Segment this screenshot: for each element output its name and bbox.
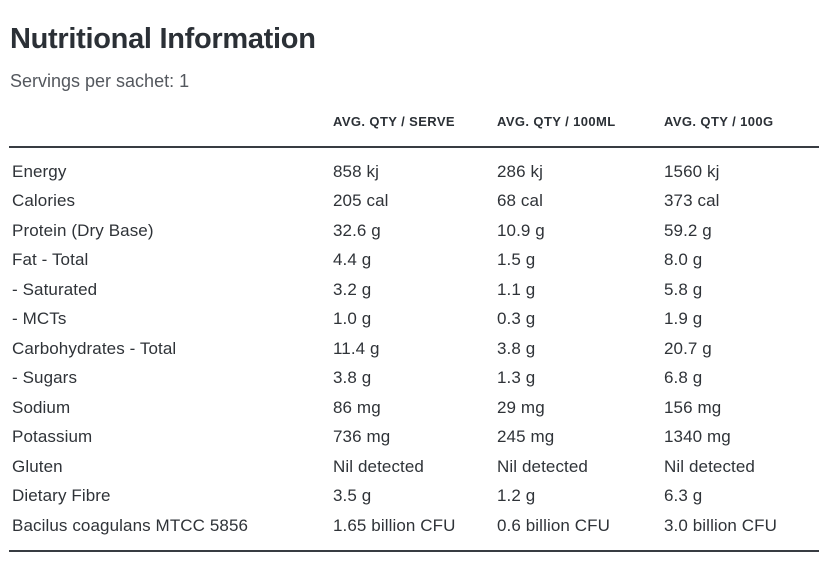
value-per-100ml: 1.3 g xyxy=(497,368,536,388)
table-row: Calories 205 cal 68 cal 373 cal xyxy=(9,187,819,217)
value-per-100g: 59.2 g xyxy=(664,220,712,240)
table-row: - Saturated 3.2 g 1.1 g 5.8 g xyxy=(9,275,819,305)
value-per-serve: 1.65 billion CFU xyxy=(333,515,456,535)
value-per-serve: 3.5 g xyxy=(333,486,372,506)
value-per-serve: Nil detected xyxy=(333,456,424,476)
value-per-100ml: 3.8 g xyxy=(497,338,536,358)
value-per-100ml: 68 cal xyxy=(497,191,543,211)
nutrient-label: Dietary Fibre xyxy=(12,486,111,506)
value-per-serve: 3.8 g xyxy=(333,368,372,388)
value-per-100ml: 286 kj xyxy=(497,161,543,181)
table-header-row: AVG. QTY / SERVE AVG. QTY / 100ML AVG. Q… xyxy=(9,114,819,148)
value-per-100ml: 10.9 g xyxy=(497,220,545,240)
value-per-serve: 858 kj xyxy=(333,161,379,181)
table-row: Gluten Nil detected Nil detected Nil detect… xyxy=(9,452,819,482)
table-row: - Sugars 3.8 g 1.3 g 6.8 g xyxy=(9,364,819,394)
value-per-100g: 156 mg xyxy=(664,397,722,417)
value-per-100ml: Nil detected xyxy=(497,456,588,476)
nutrient-label: Energy xyxy=(12,161,67,181)
column-header-100g: AVG. QTY / 100G xyxy=(664,114,819,148)
value-per-100ml: 1.1 g xyxy=(497,279,536,299)
nutrient-label: Protein (Dry Base) xyxy=(12,220,154,240)
value-per-100ml: 0.6 billion CFU xyxy=(497,515,610,535)
table-row: - MCTs 1.0 g 0.3 g 1.9 g xyxy=(9,305,819,335)
nutrient-label: - Sugars xyxy=(12,368,78,388)
table-row: Protein (Dry Base) 32.6 g 10.9 g 59.2 g xyxy=(9,216,819,246)
column-header-serve: AVG. QTY / SERVE xyxy=(333,114,497,148)
value-per-serve: 205 cal xyxy=(333,191,389,211)
nutrient-label: Sodium xyxy=(12,397,71,417)
column-header-100ml: AVG. QTY / 100ML xyxy=(497,114,664,148)
value-per-100g: Nil detected xyxy=(664,456,755,476)
value-per-100g: 6.8 g xyxy=(664,368,703,388)
table-row: Fat - Total 4.4 g 1.5 g 8.0 g xyxy=(9,246,819,276)
value-per-serve: 86 mg xyxy=(333,397,381,417)
nutrient-label: Gluten xyxy=(12,456,63,476)
table-body: Energy 858 kj 286 kj 1560 kj Calories 205 cal… xyxy=(9,147,819,551)
value-per-100g: 8.0 g xyxy=(664,250,703,270)
value-per-100g: 373 cal xyxy=(664,191,720,211)
value-per-serve: 1.0 g xyxy=(333,309,372,329)
table-row: Sodium 86 mg 29 mg 156 mg xyxy=(9,393,819,423)
nutrient-label: Potassium xyxy=(12,427,93,447)
nutrient-label: Calories xyxy=(12,191,76,211)
table-row: Bacilus coagulans MTCC 5856 1.65 billion … xyxy=(9,511,819,551)
value-per-100g: 6.3 g xyxy=(664,486,703,506)
table-header: AVG. QTY / SERVE AVG. QTY / 100ML AVG. Q… xyxy=(9,114,819,148)
nutrition-table: AVG. QTY / SERVE AVG. QTY / 100ML AVG. Q… xyxy=(9,114,819,552)
nutrient-label: - MCTs xyxy=(12,309,67,329)
value-per-100g: 3.0 billion CFU xyxy=(664,515,777,535)
value-per-100g: 1560 kj xyxy=(664,161,720,181)
value-per-serve: 736 mg xyxy=(333,427,391,447)
column-header-blank xyxy=(9,114,333,148)
value-per-100ml: 0.3 g xyxy=(497,309,536,329)
nutrient-label: Carbohydrates - Total xyxy=(12,338,177,358)
nutrient-label: Fat - Total xyxy=(12,250,89,270)
value-per-serve: 3.2 g xyxy=(333,279,372,299)
value-per-100g: 20.7 g xyxy=(664,338,712,358)
value-per-serve: 4.4 g xyxy=(333,250,372,270)
table-row: Energy 858 kj 286 kj 1560 kj xyxy=(9,147,819,187)
page-title: Nutritional Information xyxy=(10,23,316,55)
table-row: Carbohydrates - Total 11.4 g 3.8 g 20.7 g xyxy=(9,334,819,364)
servings-subtitle: Servings per sachet: 1 xyxy=(10,71,190,91)
value-per-100g: 5.8 g xyxy=(664,279,703,299)
value-per-100ml: 29 mg xyxy=(497,397,545,417)
nutrient-label: Bacilus coagulans MTCC 5856 xyxy=(12,515,249,535)
table-row: Dietary Fibre 3.5 g 1.2 g 6.3 g xyxy=(9,482,819,512)
value-per-100g: 1340 mg xyxy=(664,427,731,447)
value-per-100ml: 1.2 g xyxy=(497,486,536,506)
value-per-100g: 1.9 g xyxy=(664,309,703,329)
value-per-serve: 32.6 g xyxy=(333,220,381,240)
value-per-serve: 11.4 g xyxy=(333,338,380,358)
nutrient-label: - Saturated xyxy=(12,279,98,299)
value-per-100ml: 245 mg xyxy=(497,427,555,447)
value-per-100ml: 1.5 g xyxy=(497,250,536,270)
table-row: Potassium 736 mg 245 mg 1340 mg xyxy=(9,423,819,453)
